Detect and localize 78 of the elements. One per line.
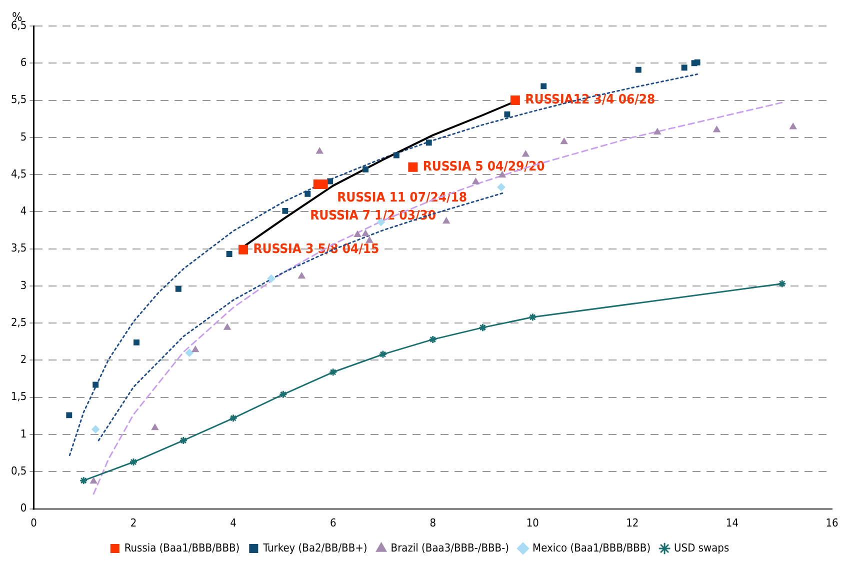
legend-label: Brazil (Baa3/BBB-/BBB-) bbox=[390, 541, 510, 554]
point bbox=[229, 414, 238, 422]
point bbox=[560, 138, 568, 144]
point bbox=[362, 230, 370, 236]
y-tick-label: 5,5 bbox=[11, 93, 27, 106]
y-tick-label: 5 bbox=[20, 130, 27, 144]
y-tick-label: 4,5 bbox=[11, 167, 27, 180]
x-tick-label: 16 bbox=[826, 516, 838, 530]
point bbox=[298, 272, 306, 279]
y-tick-label: 6 bbox=[20, 56, 27, 69]
legend-label: Russia (Baa1/BBB/BBB) bbox=[124, 541, 240, 554]
point bbox=[224, 324, 231, 330]
point bbox=[635, 66, 642, 73]
y-tick-label: 3 bbox=[20, 278, 27, 292]
point bbox=[179, 436, 188, 445]
point bbox=[238, 244, 248, 254]
point bbox=[92, 382, 99, 388]
point bbox=[681, 64, 688, 71]
x-tick-label: 6 bbox=[330, 516, 336, 530]
x-tick-label: 8 bbox=[430, 516, 436, 530]
point bbox=[428, 335, 438, 344]
point bbox=[654, 128, 661, 134]
point bbox=[90, 477, 98, 484]
point bbox=[66, 412, 72, 418]
annotation: RUSSIA 11 07/24/18 bbox=[337, 190, 468, 206]
point bbox=[185, 348, 194, 357]
point bbox=[510, 96, 520, 106]
y-tick-label: 0,5 bbox=[11, 464, 27, 478]
point bbox=[192, 346, 199, 352]
point bbox=[442, 217, 450, 224]
point bbox=[226, 251, 232, 258]
line-series bbox=[98, 192, 504, 442]
point bbox=[354, 230, 362, 237]
x-tick-label: 10 bbox=[526, 516, 539, 530]
point bbox=[522, 150, 530, 157]
point bbox=[694, 59, 700, 66]
y-tick-label: 1,5 bbox=[11, 390, 27, 404]
point bbox=[478, 323, 488, 332]
line-series bbox=[68, 74, 698, 456]
point bbox=[175, 286, 182, 292]
x-tick-label: 12 bbox=[626, 516, 639, 530]
point bbox=[282, 208, 288, 214]
legend-label: Turkey (Ba2/BB/BB+) bbox=[262, 541, 368, 554]
point bbox=[366, 236, 374, 243]
y-tick-label: 3,5 bbox=[11, 242, 27, 255]
point bbox=[328, 368, 338, 376]
point bbox=[278, 390, 288, 399]
point bbox=[540, 83, 547, 90]
y-tick-label: 0 bbox=[20, 502, 27, 515]
point bbox=[134, 339, 140, 346]
x-tick-label: 2 bbox=[130, 516, 137, 530]
point bbox=[504, 111, 510, 118]
point bbox=[92, 425, 100, 434]
point bbox=[151, 424, 158, 430]
point bbox=[713, 126, 720, 132]
legend-label: USD swaps bbox=[674, 541, 730, 554]
point bbox=[362, 166, 368, 172]
legend-label: Mexico (Baa1/BBB/BBB) bbox=[532, 541, 651, 554]
point bbox=[528, 312, 537, 322]
point bbox=[129, 458, 138, 466]
x-tick-label: 14 bbox=[726, 516, 739, 530]
y-tick-label: 4 bbox=[20, 204, 27, 218]
annotation: RUSSIA 5 04/29/20 bbox=[422, 160, 545, 174]
point bbox=[790, 123, 797, 130]
point bbox=[393, 152, 400, 158]
point bbox=[408, 162, 418, 172]
point bbox=[316, 148, 324, 154]
point bbox=[426, 140, 432, 146]
y-tick-label: 1 bbox=[20, 427, 27, 440]
x-tick-label: 0 bbox=[30, 516, 37, 530]
point bbox=[472, 178, 480, 184]
point bbox=[378, 350, 388, 359]
x-tick-label: 4 bbox=[230, 516, 236, 530]
y-tick-label: 2 bbox=[20, 353, 27, 366]
point bbox=[304, 190, 311, 197]
point bbox=[267, 274, 276, 283]
y-tick-label: 2,5 bbox=[11, 316, 27, 329]
point bbox=[497, 183, 506, 192]
